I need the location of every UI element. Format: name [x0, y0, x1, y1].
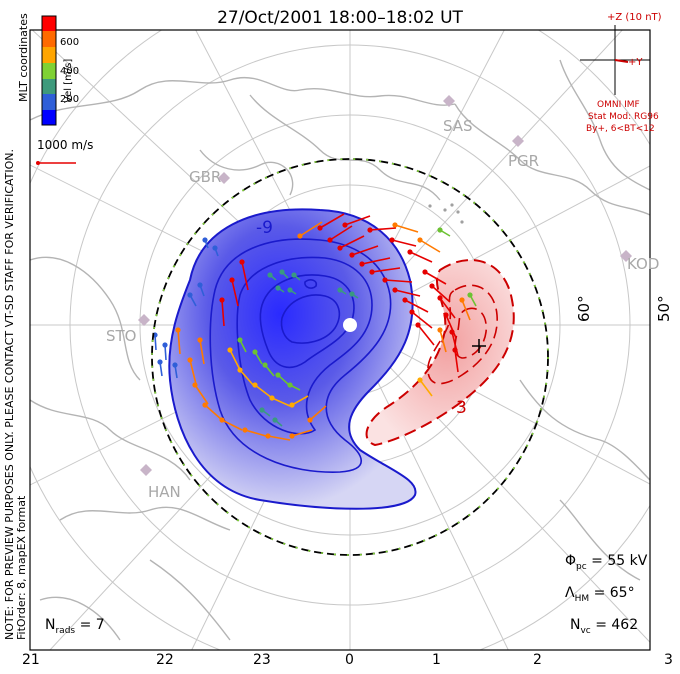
coastlines	[30, 59, 650, 641]
imf-clock	[580, 25, 650, 95]
velocity-color-bar	[41, 15, 57, 126]
plot-frame	[29, 29, 651, 651]
mlt-label-23: 23	[253, 652, 271, 668]
velocity-vectors	[152, 203, 477, 441]
mlt-label-21: 21	[22, 652, 40, 668]
station-label-han: HAN	[148, 483, 181, 501]
station-label-kod: KOD	[627, 255, 660, 273]
color-bar-tick-600: 600	[60, 37, 80, 48]
contour-label-positive: 3	[456, 398, 467, 418]
latitude-label-50: 50°	[655, 295, 673, 322]
station-label-gbr: GBR	[189, 168, 222, 186]
stat-bin: By+, 6<BT<12	[586, 124, 655, 134]
imf-source: OMNI IMF	[597, 100, 640, 110]
stat-n-vc: Nvc = 462	[570, 617, 639, 636]
map-title: 27/Oct/2001 18:00–18:02 UT	[217, 8, 463, 28]
hm-boundary-markers	[151, 158, 549, 556]
mlt-label-22: 22	[156, 652, 174, 668]
velocity-scale-vector	[36, 161, 76, 165]
color-bar-tick-400: 400	[60, 66, 80, 77]
mlt-label-1: 1	[432, 652, 441, 668]
imf-y-label: +Y	[628, 57, 643, 68]
contour-label-negative: -9	[256, 218, 273, 238]
mlt-label-0: 0	[345, 652, 354, 668]
stat-lambda-hm: ΛHM = 65°	[565, 585, 635, 604]
mlt-label-2: 2	[533, 652, 542, 668]
potential-max-marker	[472, 339, 486, 353]
station-label-sto: STO	[106, 327, 137, 345]
station-label-pgr: PGR	[508, 152, 540, 170]
stat-model: Stat Mod: RG96	[588, 112, 659, 122]
velocity-scale-label: 1000 m/s	[37, 138, 94, 152]
mlt-label-3: 3	[664, 652, 673, 668]
station-markers	[138, 95, 632, 476]
pole-marker	[343, 318, 357, 332]
stat-phi-pc: Φpc = 55 kV	[565, 553, 648, 572]
station-label-sas: SAS	[443, 117, 473, 135]
latitude-label-60: 60°	[575, 295, 593, 322]
coordinate-system-label: MLT coordinates	[17, 13, 30, 102]
stat-n-rads: Nrads = 7	[45, 617, 105, 636]
negative-convection-cell	[168, 208, 417, 510]
fit-order-note: FitOrder: 8, mapEX format	[15, 495, 28, 640]
imf-z-label: +Z (10 nT)	[607, 12, 662, 23]
color-bar-tick-200: 200	[60, 94, 80, 105]
